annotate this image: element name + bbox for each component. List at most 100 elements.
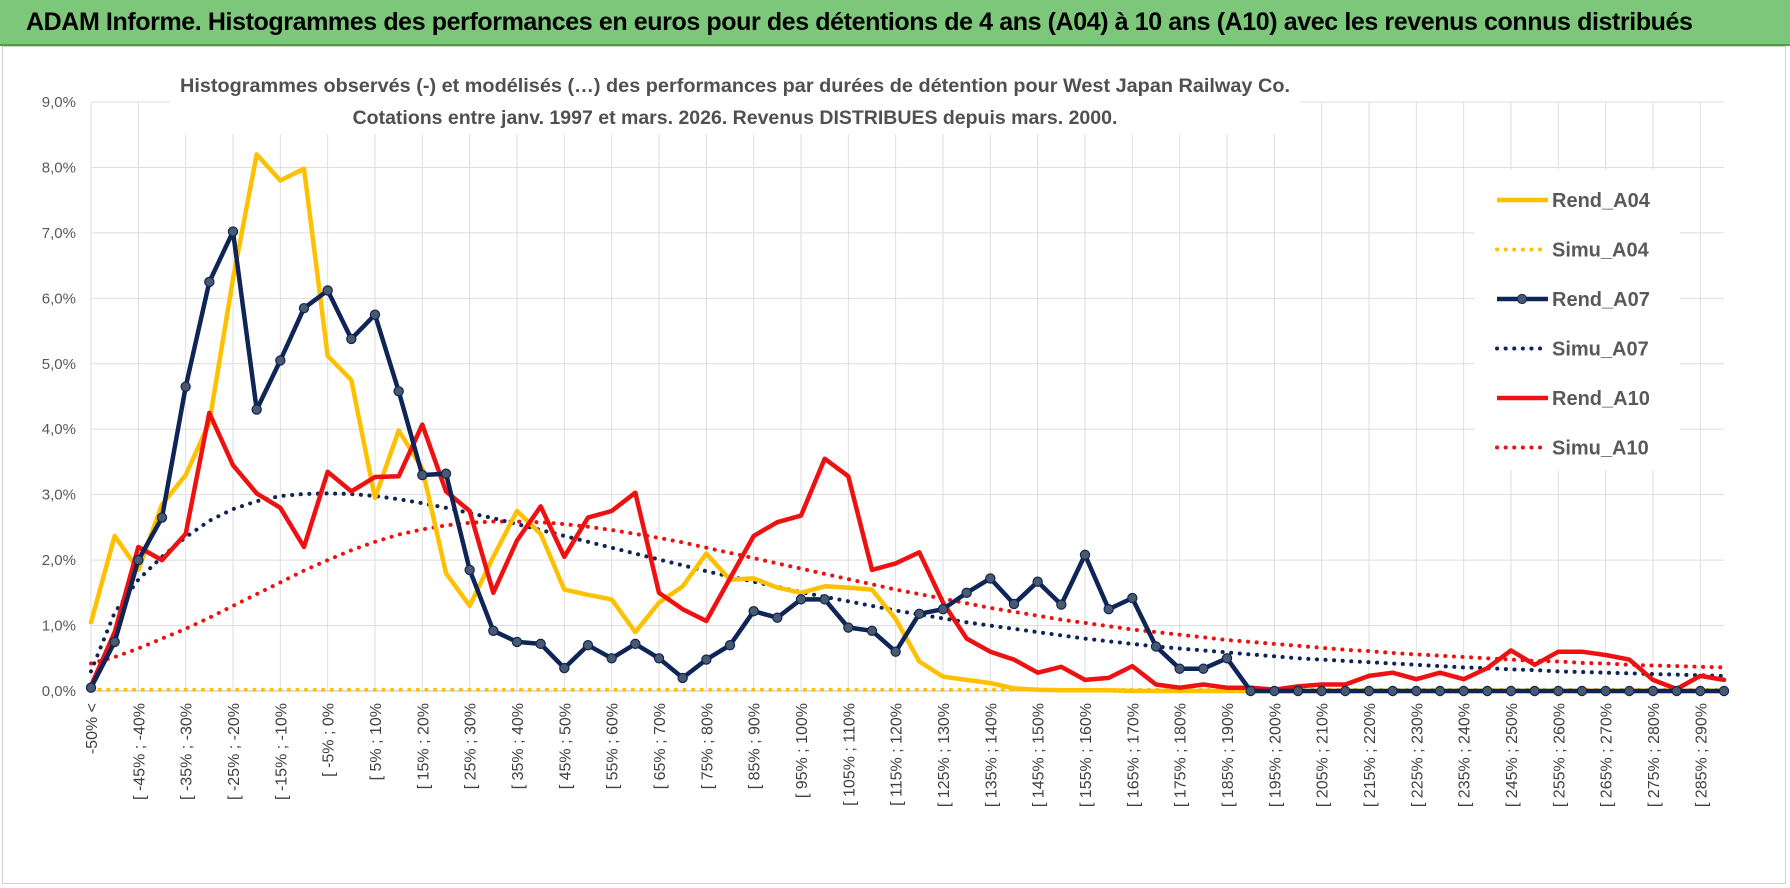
- point-rend-a07: [1718, 685, 1730, 697]
- point-rend-a07: [961, 587, 972, 599]
- point-rend-a07: [417, 469, 428, 481]
- point-rend-a07: [866, 625, 878, 636]
- x-tick-label: [ -25% ; -20%: [226, 703, 243, 800]
- point-rend-a07: [1529, 685, 1540, 697]
- point-rend-a07: [772, 612, 783, 623]
- x-tick-label: [ 275% ; 280%: [1646, 703, 1663, 807]
- point-rend-a07: [298, 302, 310, 314]
- y-tick-label: 0,0%: [42, 683, 76, 700]
- chart-title-line1: Histogrammes observés (-) et modélisés (…: [180, 75, 1290, 97]
- y-axis-ticks: 0,0% 1,0% 2,0% 3,0% 4,0% 5,0% 6,0% 7,0% 8,0% 9,0%: [42, 94, 76, 700]
- series-group: [85, 152, 1730, 697]
- point-rend-a07: [819, 594, 830, 605]
- x-tick-label: [ 95% ; 100%: [794, 703, 811, 798]
- y-tick-label: 3,0%: [42, 487, 76, 504]
- series-line-simu-a07: [89, 491, 1726, 678]
- x-tick-label: [ 125% ; 130%: [936, 703, 953, 807]
- page-banner: ADAM Informe. Histogrammes des performan…: [0, 0, 1790, 46]
- point-rend-a07: [1127, 592, 1138, 604]
- point-rend-a07: [606, 653, 617, 664]
- point-rend-a07: [890, 646, 901, 657]
- point-rend-a07: [156, 512, 168, 523]
- x-tick-label: [ -35% ; -30%: [179, 703, 196, 800]
- point-rend-a07: [630, 638, 641, 650]
- point-rend-a07: [1458, 685, 1469, 697]
- point-rend-a07: [1245, 685, 1256, 697]
- point-rend-a07: [1103, 603, 1114, 615]
- y-tick-label: 8,0%: [42, 159, 76, 176]
- point-rend-a07: [701, 654, 712, 665]
- x-tick-label: [ 165% ; 170%: [1125, 703, 1142, 807]
- point-rend-a07: [1411, 685, 1422, 697]
- x-tick-label: [ -15% ; -10%: [273, 703, 290, 800]
- x-tick-label: [ 55% ; 60%: [605, 703, 622, 789]
- point-rend-a07: [275, 355, 286, 366]
- y-tick-label: 1,0%: [42, 618, 76, 635]
- point-rend-a07: [1198, 663, 1209, 674]
- point-rend-a07: [1671, 685, 1682, 697]
- legend-label: Simu_A10: [1552, 438, 1649, 460]
- point-rend-a07: [748, 605, 759, 617]
- point-rend-a07: [1624, 685, 1635, 697]
- legend-label: Rend_A07: [1552, 289, 1650, 311]
- banner-title: ADAM Informe. Histogrammes des performan…: [26, 8, 1693, 36]
- point-rend-a07: [204, 276, 215, 288]
- x-tick-label: [ 65% ; 70%: [652, 703, 669, 789]
- legend-marker: [1516, 293, 1528, 305]
- point-rend-a07: [937, 603, 949, 615]
- point-rend-a07: [440, 468, 452, 479]
- point-rend-a07: [133, 554, 144, 566]
- point-rend-a07: [1647, 685, 1659, 697]
- x-tick-label: [ 25% ; 30%: [463, 703, 480, 789]
- x-tick-label: [ -45% ; -40%: [131, 703, 148, 800]
- point-rend-a07: [985, 573, 996, 584]
- x-tick-label: [ 145% ; 150%: [1031, 703, 1048, 807]
- x-tick-label: [ -5% ; 0%: [321, 703, 338, 777]
- x-tick-label: [ 35% ; 40%: [510, 703, 527, 789]
- point-rend-a07: [322, 285, 333, 296]
- point-rend-a07: [1150, 641, 1162, 652]
- legend-label: Simu_A07: [1552, 339, 1649, 361]
- point-rend-a07: [1056, 599, 1067, 610]
- x-tick-label: [ 225% ; 230%: [1409, 703, 1426, 807]
- point-rend-a07: [488, 625, 499, 636]
- point-rend-a07: [1600, 685, 1611, 697]
- point-rend-a07: [724, 639, 736, 651]
- point-rend-a07: [1505, 685, 1517, 697]
- point-rend-a07: [1174, 663, 1185, 674]
- point-rend-a07: [1363, 685, 1375, 697]
- x-tick-label: [ 245% ; 250%: [1504, 703, 1521, 807]
- x-tick-label: [ 205% ; 210%: [1315, 703, 1332, 807]
- point-rend-a07: [1340, 685, 1351, 697]
- point-rend-a07: [369, 309, 381, 320]
- x-tick-label: [ 265% ; 270%: [1599, 703, 1616, 807]
- x-tick-label: [ 285% ; 290%: [1693, 703, 1710, 807]
- point-rend-a07: [85, 682, 97, 693]
- series-line-rend-a10: [88, 410, 1727, 692]
- point-rend-a07: [180, 381, 191, 392]
- point-rend-a07: [1387, 685, 1398, 697]
- point-rend-a07: [1434, 685, 1446, 697]
- x-tick-label: [ 75% ; 80%: [699, 703, 716, 789]
- point-rend-a07: [464, 564, 475, 576]
- x-tick-label: [ 185% ; 190%: [1220, 703, 1237, 807]
- x-tick-label: [ 5% ; 10%: [368, 703, 385, 780]
- point-rend-a07: [393, 386, 404, 397]
- legend-label: Rend_A10: [1552, 388, 1650, 410]
- point-rend-a07: [251, 404, 262, 415]
- point-rend-a07: [582, 639, 594, 651]
- x-tick-label: [ 215% ; 220%: [1362, 703, 1379, 807]
- title-backdrop: [170, 64, 1300, 134]
- x-axis-ticks: -50% < [ -45% ; -40% [ -35% ; -30% [ -25% ;…: [84, 703, 1710, 807]
- point-rend-a07: [1553, 685, 1564, 697]
- point-rend-a07: [227, 226, 239, 237]
- point-rend-a07: [346, 333, 357, 345]
- point-rend-a07: [1316, 685, 1327, 697]
- x-tick-label: [ 135% ; 140%: [983, 703, 1000, 807]
- y-tick-label: 2,0%: [42, 552, 76, 569]
- x-tick-label: [ 255% ; 260%: [1551, 703, 1568, 807]
- x-tick-label: [ 235% ; 240%: [1457, 703, 1474, 807]
- x-tick-label: [ 155% ; 160%: [1078, 703, 1095, 807]
- point-rend-a07: [1079, 549, 1091, 561]
